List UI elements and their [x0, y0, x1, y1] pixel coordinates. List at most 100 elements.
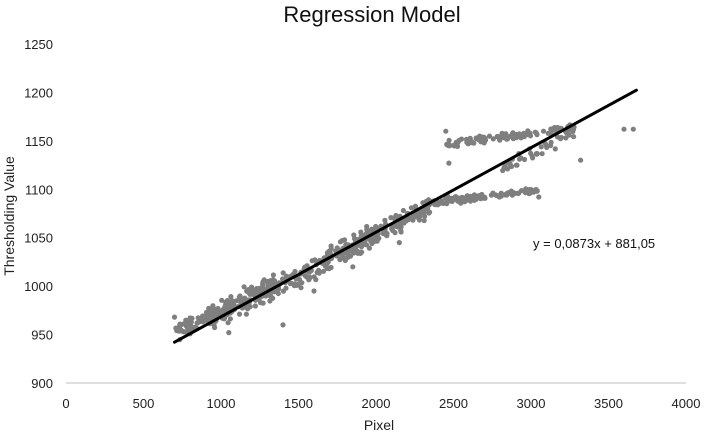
data-point	[539, 151, 545, 157]
data-point	[532, 129, 538, 135]
data-point	[389, 227, 395, 233]
data-point	[412, 212, 418, 218]
data-point	[283, 273, 290, 279]
y-tick-label: 1200	[24, 85, 53, 100]
data-point	[446, 137, 452, 143]
data-point	[382, 217, 388, 223]
y-tick-label: 1250	[24, 37, 53, 52]
data-point	[265, 281, 271, 287]
data-point	[471, 197, 477, 203]
data-point	[312, 257, 318, 263]
data-point	[288, 280, 294, 286]
data-point	[396, 240, 402, 246]
data-points	[171, 122, 636, 343]
data-point	[456, 137, 462, 144]
data-point	[334, 245, 340, 251]
data-point	[552, 146, 558, 152]
data-point	[422, 213, 428, 219]
data-point	[374, 238, 380, 244]
data-point	[226, 330, 232, 336]
data-point	[211, 312, 217, 318]
data-point	[185, 325, 191, 331]
x-tick-label: 2000	[362, 396, 391, 411]
data-point	[563, 135, 569, 141]
x-tick-label: 2500	[439, 396, 468, 411]
data-point	[258, 300, 264, 306]
data-point	[630, 126, 636, 132]
data-point	[196, 319, 202, 325]
x-tick-label: 4000	[672, 396, 701, 411]
data-point	[364, 223, 370, 230]
data-point	[256, 289, 262, 295]
data-point	[213, 307, 219, 313]
data-point	[513, 162, 519, 168]
data-point	[204, 316, 210, 322]
data-point	[252, 303, 258, 309]
data-point	[280, 276, 286, 282]
x-axis-label: Pixel	[364, 417, 394, 433]
x-tick-label: 1000	[207, 396, 236, 411]
data-point	[408, 205, 414, 211]
data-point	[621, 126, 627, 132]
data-point	[206, 305, 212, 311]
data-point	[502, 165, 509, 171]
data-point	[351, 232, 357, 238]
data-point	[540, 128, 547, 134]
data-point	[509, 192, 515, 198]
data-point	[173, 325, 179, 331]
x-tick-label: 500	[133, 396, 155, 411]
data-point	[350, 264, 356, 270]
data-point	[192, 324, 198, 330]
chart-title: Regression Model	[283, 2, 460, 27]
data-point	[509, 131, 515, 137]
trendline-equation: y = 0,0873x + 881,05	[533, 236, 655, 251]
data-point	[272, 288, 278, 295]
y-tick-label: 1150	[25, 134, 53, 149]
data-point	[283, 285, 289, 291]
data-point	[328, 243, 334, 249]
data-point	[360, 242, 366, 248]
data-point	[203, 309, 210, 315]
data-point	[260, 281, 266, 287]
y-tick-label: 900	[31, 376, 53, 391]
data-point	[398, 229, 404, 235]
data-point	[506, 160, 512, 166]
data-point	[328, 264, 334, 271]
data-point	[518, 155, 524, 161]
data-point	[421, 217, 427, 224]
data-point	[481, 135, 487, 142]
trendline	[173, 88, 638, 344]
data-point	[270, 272, 276, 278]
data-point	[464, 139, 470, 145]
data-point	[351, 250, 357, 256]
data-point	[219, 297, 225, 303]
data-point	[412, 203, 419, 209]
data-point	[249, 290, 255, 296]
data-point	[342, 257, 348, 264]
x-tick-label: 3000	[517, 396, 546, 411]
data-point	[292, 268, 298, 275]
data-point	[227, 316, 233, 322]
data-point	[243, 311, 249, 317]
data-point	[280, 270, 286, 276]
x-axis-ticks: 0 500 1000 1500 2000 2500 3000 3500 4000	[62, 396, 700, 411]
data-point	[342, 237, 348, 243]
data-point	[464, 193, 470, 199]
data-point	[249, 284, 255, 290]
data-point	[444, 201, 450, 207]
x-tick-label: 0	[62, 396, 69, 411]
x-tick-label: 3500	[594, 396, 623, 411]
data-point	[391, 215, 397, 221]
data-point	[515, 190, 521, 196]
data-point	[293, 282, 300, 288]
data-point	[189, 315, 195, 321]
data-point	[488, 192, 494, 198]
data-point	[236, 311, 243, 317]
data-point	[467, 135, 473, 141]
data-point	[400, 207, 406, 214]
data-point	[446, 160, 452, 166]
data-point	[499, 192, 505, 198]
data-point	[316, 270, 322, 276]
y-tick-label: 1100	[25, 182, 53, 197]
data-point	[458, 200, 464, 206]
